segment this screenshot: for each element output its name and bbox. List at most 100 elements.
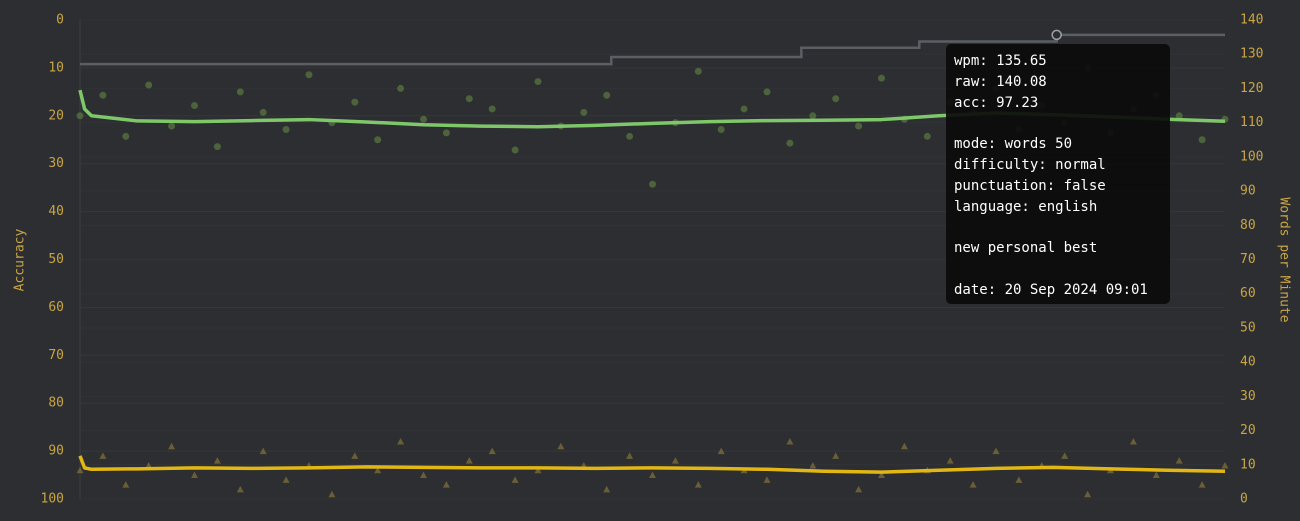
wpm-point [717,125,725,133]
accuracy-point [878,471,885,479]
wpm-point [511,146,519,154]
y-tick-label: 50 [48,252,64,267]
tooltip-line: mode: words 50 [954,136,1072,152]
accuracy-point [557,442,565,450]
wpm-point [442,129,450,137]
wpm-point [1175,112,1183,120]
accuracy-point [626,452,634,459]
average-line [78,455,1226,474]
y2-tick-label: 30 [1240,389,1256,404]
wpm-point [99,91,107,99]
accuracy-point [191,471,198,479]
accuracy-point [763,476,771,483]
highlight-point [1051,29,1062,41]
accuracy-point [122,481,130,488]
accuracy-point [1152,471,1160,479]
wpm-point [923,132,931,140]
accuracy-point [1198,481,1206,488]
tooltip-line: punctuation: false [954,178,1106,194]
accuracy-point [328,490,336,498]
y2-tick-label: 60 [1240,286,1256,301]
y2-tick-label: 40 [1240,355,1256,370]
wpm-point [580,108,588,116]
wpm-point [740,105,748,113]
wpm-point [763,88,771,96]
y2-tick-label: 50 [1240,320,1256,335]
wpm-point [626,132,634,140]
y2-axis-title: Words per Minute [1277,197,1292,322]
wpm-point [832,95,840,103]
accuracy-point [259,447,267,455]
wpm-point [1198,136,1206,144]
accuracy-point [969,481,977,488]
wpm-point [213,143,221,151]
accuracy-point [420,471,427,479]
wpm-point [351,98,359,106]
accuracy-point [992,447,1000,455]
y-tick-label: 10 [48,60,64,75]
accuracy-point [649,471,656,479]
accuracy-point [351,452,359,459]
accuracy-point [603,485,611,493]
accuracy-point [671,457,679,464]
y2-tick-label: 20 [1240,423,1256,438]
y2-tick-label: 80 [1240,218,1256,233]
accuracy-point [488,447,496,455]
wpm-point [76,112,84,120]
tooltip-line: language: english [954,199,1097,215]
y-tick-label: 60 [48,300,64,315]
wpm-point [374,136,382,144]
accuracy-point [168,442,176,450]
accuracy-point [946,457,954,464]
accuracy-point [282,476,290,483]
y2-tick-label: 70 [1240,252,1256,267]
y-tick-label: 90 [48,444,64,459]
wpm-point [191,102,198,110]
y-tick-label: 70 [48,348,64,363]
wpm-point [855,122,863,130]
accuracy-point [236,485,244,493]
y2-tick-label: 110 [1240,115,1263,130]
wpm-point [122,132,130,140]
accuracy-point [855,485,863,493]
accuracy-point [832,452,840,459]
accuracy-point [1084,490,1092,498]
y2-tick-label: 10 [1240,457,1256,472]
tooltip: wpm: 135.65 raw: 140.08 acc: 97.23 mode:… [946,44,1170,304]
accuracy-point [145,461,153,469]
accuracy-point [374,466,382,474]
wpm-point [397,84,405,92]
y-tick-label: 30 [48,156,64,171]
wpm-point [786,139,794,147]
wpm-point [809,112,817,120]
y2-tick-label: 100 [1240,149,1263,164]
y2-tick-label: 120 [1240,81,1263,96]
tooltip-line: difficulty: normal [954,157,1106,173]
accuracy-point [1015,476,1023,483]
accuracy-point [900,442,908,450]
wpm-point [282,125,290,133]
wpm-point [694,67,702,75]
accuracy-point [1061,452,1069,459]
y2-tick-label: 0 [1240,492,1248,507]
tooltip-line: acc: 97.23 [954,95,1038,111]
accuracy-point [465,457,473,464]
accuracy-point [1221,461,1229,469]
y-tick-label: 80 [48,396,64,411]
y2-tick-label: 90 [1240,184,1256,199]
accuracy-point [76,466,84,474]
accuracy-point [717,447,725,455]
accuracy-point [1175,457,1183,464]
accuracy-point [511,476,519,483]
wpm-point [236,88,244,96]
accuracy-point [809,461,817,469]
wpm-point [465,95,473,103]
accuracy-point [397,438,405,445]
y2-tick-label: 130 [1240,47,1263,62]
accuracy-point [534,466,542,474]
tooltip-line: date: 20 Sep 2024 09:01 [954,282,1148,298]
accuracy-point [99,452,107,459]
accuracy-point [213,457,221,464]
wpm-point [259,108,267,116]
